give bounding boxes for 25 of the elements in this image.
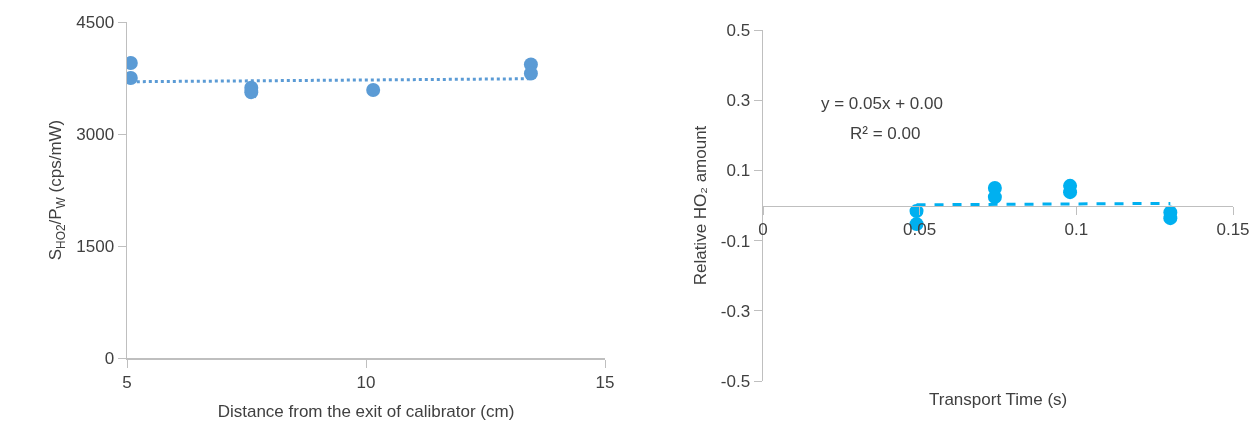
y-axis-title: Relative HO₂ amount: [690, 125, 710, 286]
y-tick-label: 0.5: [726, 20, 751, 40]
y-tick-label: -0.5: [720, 371, 751, 391]
annotation: y = 0.05x + 0.00: [821, 94, 943, 113]
annotation: R² = 0.00: [850, 124, 921, 143]
x-tick-label: 0.15: [1216, 220, 1250, 240]
y-tick-label: 4500: [76, 12, 115, 32]
y-tick-label: -0.3: [720, 301, 751, 321]
x-axis-title: Transport Time (s): [929, 390, 1068, 409]
y-tick-label: 0.3: [726, 91, 751, 111]
x-tick-label: 10: [356, 372, 376, 392]
x-tick-label: 5: [122, 372, 132, 392]
y-tick-label: 3000: [76, 124, 115, 144]
y-tick-label: 0.1: [726, 161, 751, 181]
y-tick-label: -0.1: [720, 231, 751, 251]
x-tick-label: 15: [595, 372, 615, 392]
x-tick-label: 0.1: [1064, 220, 1089, 240]
x-axis-title: Distance from the exit of calibrator (cm): [217, 402, 515, 422]
point: [523, 66, 538, 81]
point: [366, 82, 381, 97]
x-tick-label: 0.05: [903, 220, 937, 240]
x-tick-label: 0: [758, 220, 768, 240]
y-tick-label: 0: [104, 348, 115, 368]
point: [987, 190, 1002, 205]
y-tick-label: 1500: [76, 236, 115, 256]
